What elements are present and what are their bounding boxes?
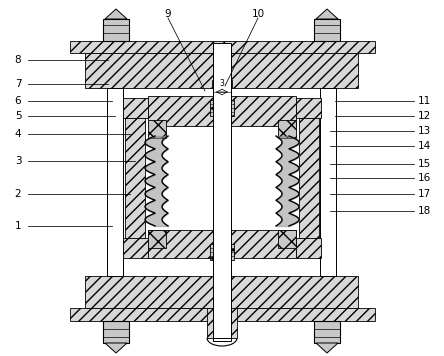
Text: 1: 1 bbox=[15, 221, 21, 231]
Text: 7: 7 bbox=[15, 79, 21, 89]
Bar bbox=[213, 51, 231, 341]
Bar bbox=[125, 118, 145, 238]
Bar bbox=[148, 96, 296, 126]
Bar bbox=[123, 238, 148, 258]
Bar bbox=[213, 43, 231, 338]
Text: 5: 5 bbox=[15, 111, 21, 121]
Text: 10: 10 bbox=[251, 9, 265, 19]
Bar bbox=[103, 321, 129, 343]
Bar bbox=[278, 230, 296, 248]
Text: 3: 3 bbox=[15, 156, 21, 166]
Bar bbox=[103, 19, 129, 41]
Bar bbox=[314, 321, 340, 343]
Text: 18: 18 bbox=[417, 206, 431, 216]
Text: 3: 3 bbox=[220, 79, 224, 88]
Bar bbox=[212, 80, 232, 88]
Bar bbox=[216, 72, 228, 80]
Bar bbox=[296, 98, 321, 118]
Bar bbox=[70, 41, 375, 53]
Polygon shape bbox=[105, 9, 127, 19]
Text: 13: 13 bbox=[417, 126, 431, 136]
Bar bbox=[210, 244, 234, 260]
Text: 2: 2 bbox=[15, 189, 21, 199]
Text: 14: 14 bbox=[417, 141, 431, 151]
Polygon shape bbox=[105, 343, 127, 353]
Bar bbox=[215, 88, 229, 108]
Bar bbox=[148, 230, 166, 248]
Bar bbox=[107, 88, 123, 276]
Bar bbox=[210, 100, 234, 116]
Bar bbox=[148, 230, 296, 258]
Text: 15: 15 bbox=[417, 159, 431, 169]
Bar bbox=[207, 308, 237, 338]
Bar bbox=[148, 120, 166, 138]
Polygon shape bbox=[316, 343, 338, 353]
Bar bbox=[85, 276, 358, 308]
Text: 6: 6 bbox=[15, 96, 21, 106]
Bar bbox=[320, 88, 336, 276]
Bar bbox=[314, 19, 340, 41]
Text: 16: 16 bbox=[417, 173, 431, 183]
Text: 11: 11 bbox=[417, 96, 431, 106]
Bar bbox=[296, 238, 321, 258]
Text: 8: 8 bbox=[15, 55, 21, 65]
Bar bbox=[278, 120, 296, 138]
Text: 12: 12 bbox=[417, 111, 431, 121]
Text: 17: 17 bbox=[417, 189, 431, 199]
Bar bbox=[70, 308, 375, 321]
Bar bbox=[123, 98, 148, 118]
Text: 9: 9 bbox=[165, 9, 171, 19]
Text: 4: 4 bbox=[15, 129, 21, 139]
Bar bbox=[299, 118, 319, 238]
Bar bbox=[85, 53, 358, 88]
Polygon shape bbox=[316, 9, 338, 19]
